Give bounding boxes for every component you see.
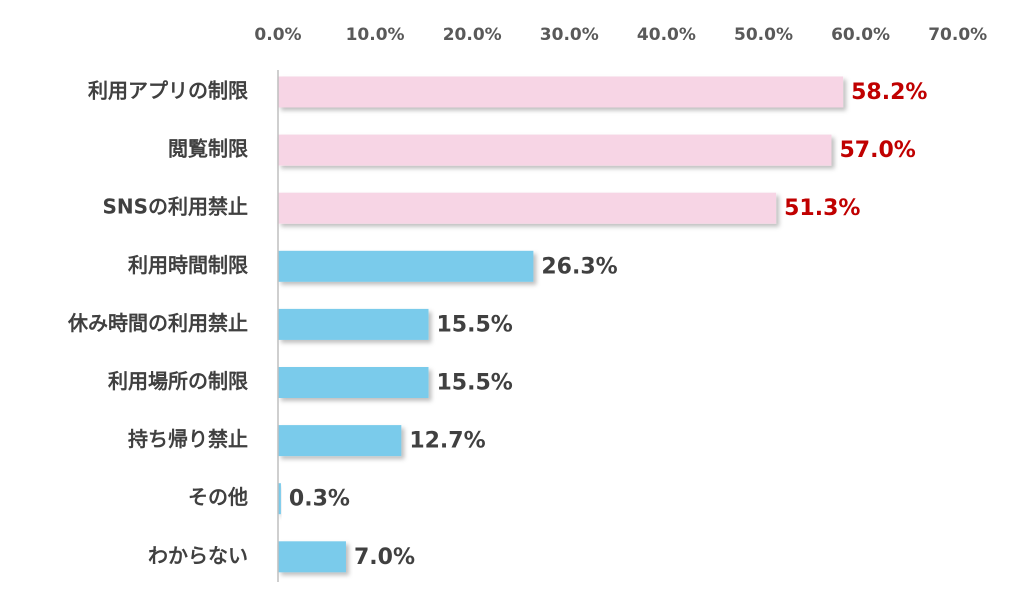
- x-tick-label: 0.0%: [254, 25, 301, 45]
- value-labels: 58.2% 57.0% 51.3% 26.3% 15.5% 15.5% 12.7% 0.3% 7…: [289, 80, 928, 570]
- value-label: 15.5%: [437, 371, 513, 396]
- category-label: 休み時間の利用禁止: [67, 311, 248, 335]
- x-tick-label: 10.0%: [346, 25, 405, 45]
- value-label: 0.3%: [289, 487, 350, 512]
- category-label: 利用時間制限: [128, 253, 248, 277]
- category-label: わからない: [148, 543, 248, 567]
- x-tick-label: 70.0%: [928, 25, 987, 45]
- x-tick-label: 40.0%: [637, 25, 696, 45]
- bar: [278, 483, 281, 515]
- category-label: SNSの利用禁止: [102, 195, 248, 219]
- bar: [278, 367, 429, 398]
- category-label: 閲覧制限: [168, 137, 248, 161]
- value-label: 7.0%: [354, 545, 415, 570]
- value-label: 57.0%: [839, 138, 915, 163]
- value-label: 51.3%: [784, 196, 860, 221]
- bar: [278, 192, 777, 224]
- x-tick-label: 30.0%: [540, 25, 599, 45]
- category-label: 利用アプリの制限: [88, 79, 248, 103]
- bar: [278, 425, 402, 457]
- bar: [278, 541, 346, 573]
- category-label: その他: [188, 485, 248, 509]
- bars: [278, 76, 844, 573]
- bar: [278, 76, 844, 108]
- value-label: 58.2%: [851, 80, 927, 105]
- x-axis-ticks: 0.0% 10.0% 20.0% 30.0% 40.0% 50.0% 60.0% 70.0%: [254, 25, 987, 45]
- x-tick-label: 20.0%: [443, 25, 502, 45]
- value-label: 15.5%: [437, 312, 513, 337]
- x-tick-label: 60.0%: [831, 25, 890, 45]
- bar: [278, 250, 534, 282]
- category-label: 持ち帰り禁止: [128, 427, 248, 451]
- value-label: 26.3%: [541, 254, 617, 279]
- x-tick-label: 50.0%: [734, 25, 793, 45]
- bar: [278, 134, 832, 166]
- value-label: 12.7%: [409, 429, 485, 454]
- category-label: 利用場所の制限: [108, 369, 248, 393]
- bar: [278, 308, 429, 340]
